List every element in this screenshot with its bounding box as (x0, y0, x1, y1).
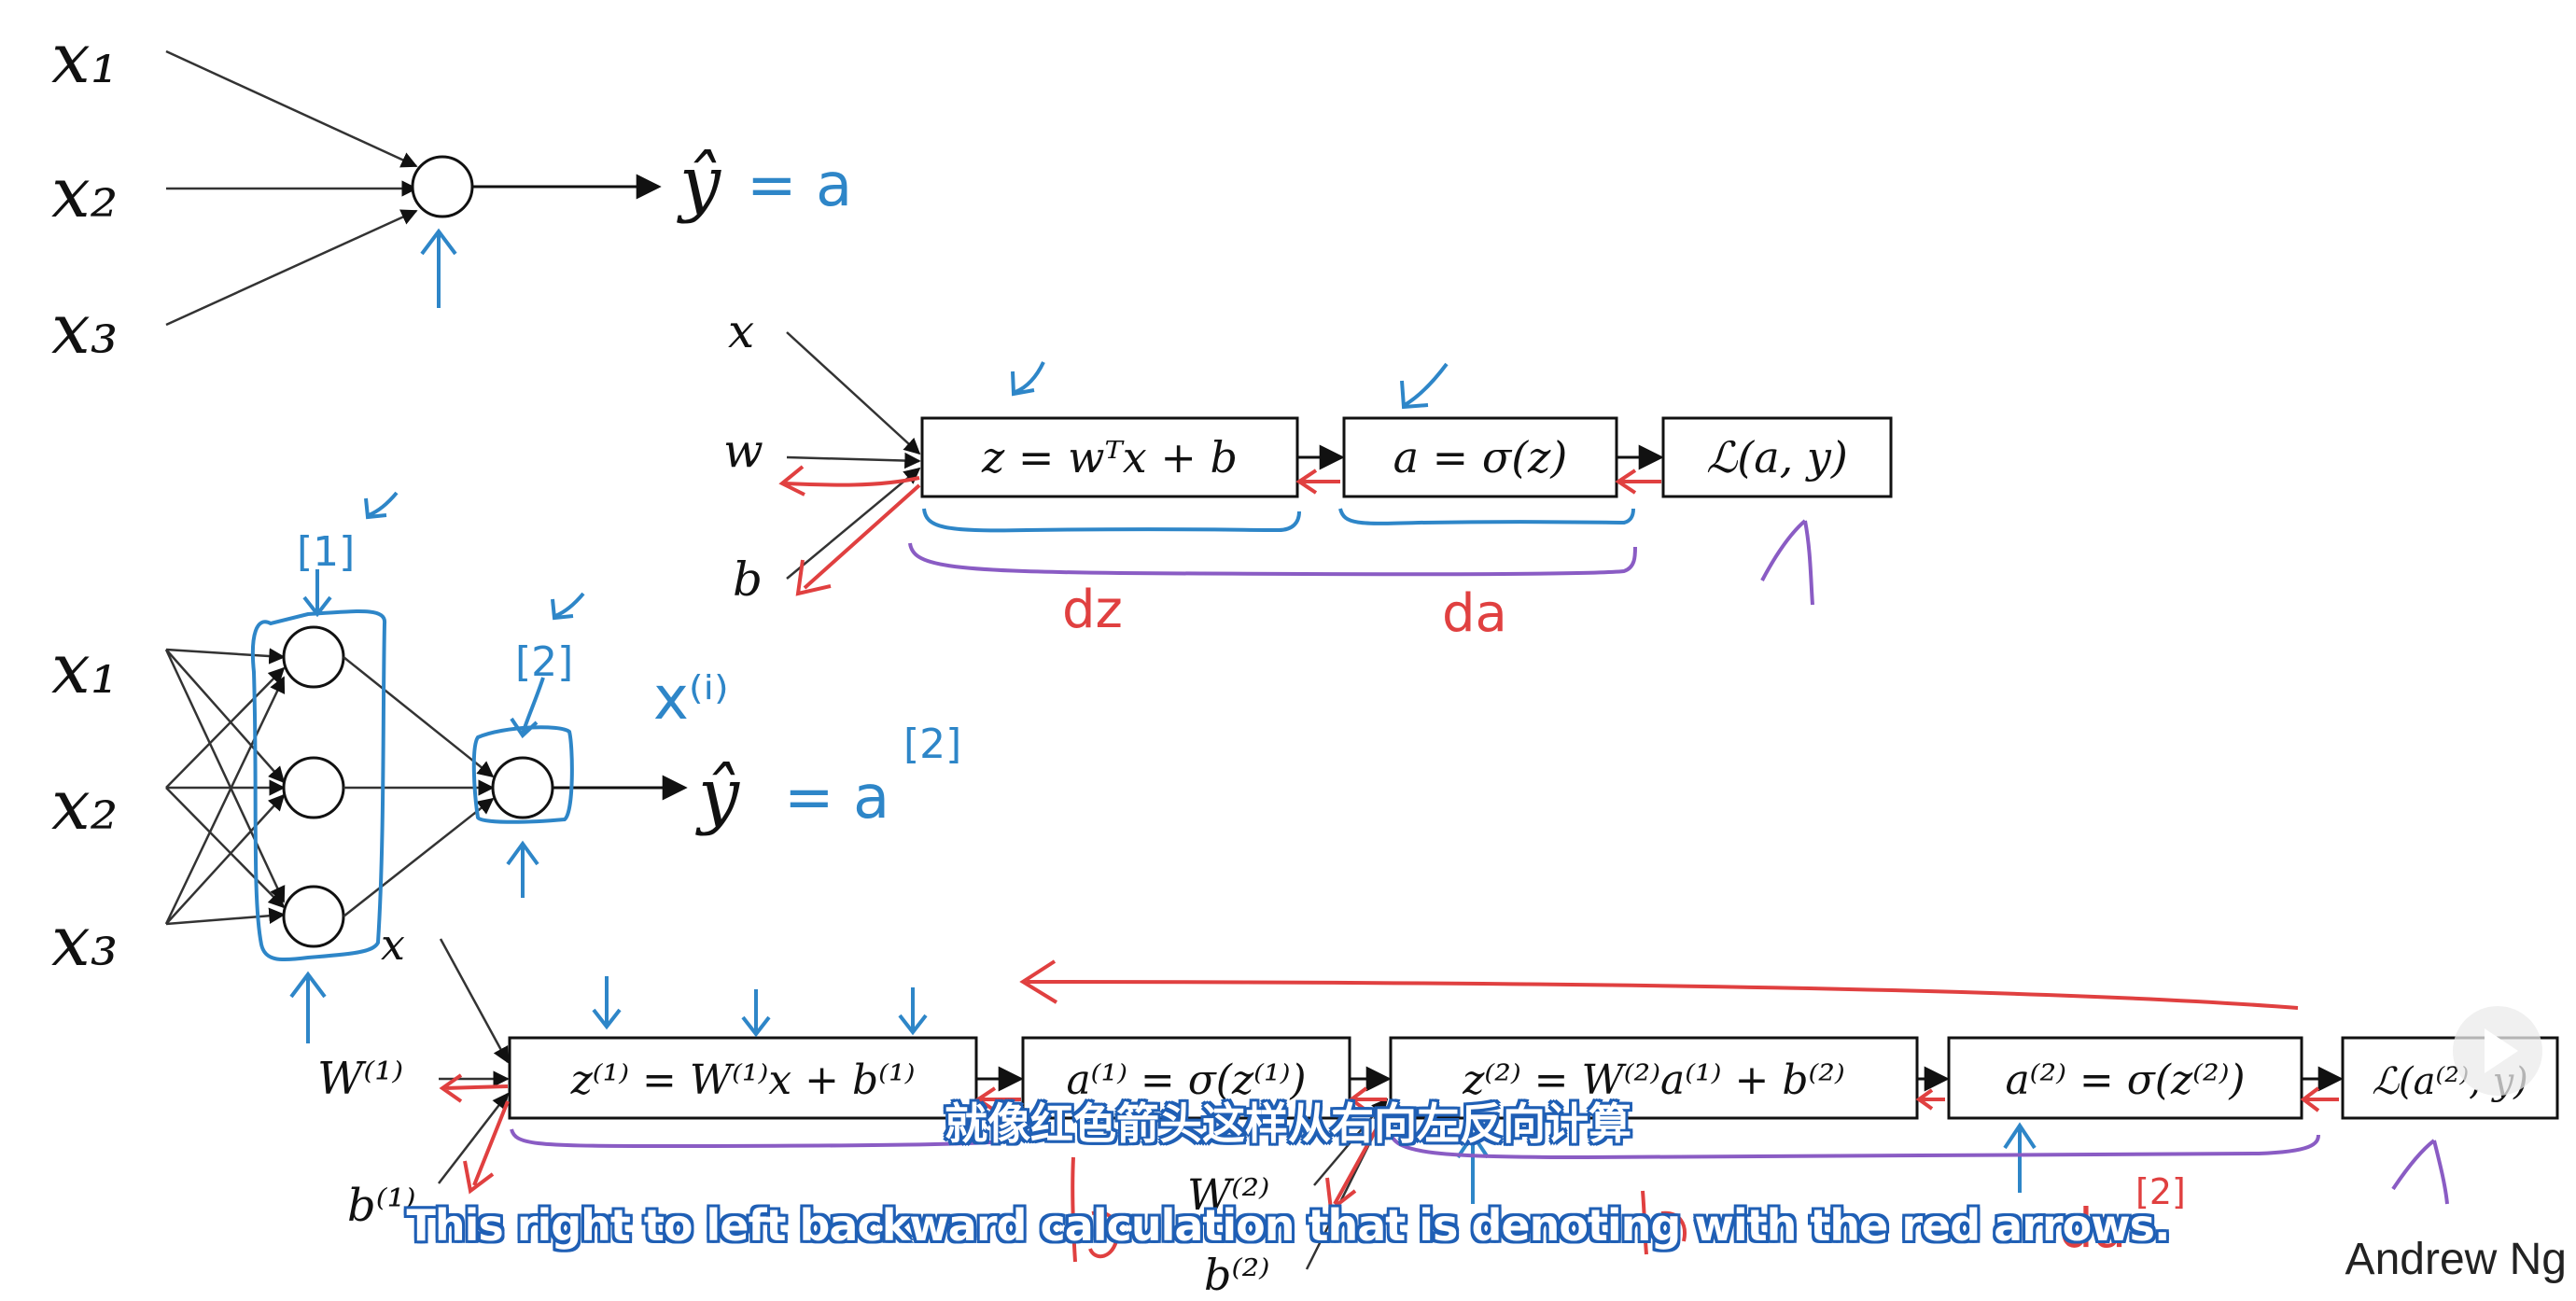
play-overlay-button[interactable] (2453, 1006, 2542, 1096)
bottom-input-x3: x₃ (51, 902, 118, 982)
hidden-neuron-3 (282, 885, 345, 948)
bottom-graph-input-b2: b⁽²⁾ (1204, 1250, 1269, 1300)
top-graph-edge-b (786, 467, 921, 580)
bottom-box-a2-label: a⁽²⁾ = σ(z⁽²⁾) (2005, 1056, 2245, 1104)
layer1-blue-tick (364, 491, 399, 520)
layer1-blue-outline (250, 609, 386, 962)
bottom-purple-brace-right (1389, 1132, 2320, 1160)
bottom-purple-brace-left (510, 1128, 1018, 1149)
play-icon (2485, 1028, 2518, 1073)
bottom-box-a1-label: a⁽¹⁾ = σ(z⁽¹⁾) (1066, 1056, 1306, 1104)
bottom-hidden-edges (343, 656, 495, 917)
bottom-blue-up-z2 (1456, 1131, 1490, 1204)
top-graph-input-x: x (728, 304, 754, 358)
bottom-red-back-a1z2 (1348, 1086, 1387, 1112)
bottom-graph-edge-x (439, 938, 510, 1064)
top-input-x2: x₂ (51, 153, 118, 233)
author-credit: Andrew Ng (2345, 1235, 2567, 1284)
layer1-annotation: [1] (297, 528, 355, 576)
bottom-graph-edge-b1 (438, 1092, 510, 1184)
bottom-red-back-z1a1 (974, 1086, 1021, 1112)
bottom-output-annotation: = a (784, 763, 889, 832)
top-graph-edge-w (786, 452, 921, 469)
bottom-box-z2 (1389, 1036, 1919, 1120)
top-input-x1: x₁ (51, 19, 118, 99)
top-purple-brace (908, 542, 1637, 577)
bottom-red-back-a2L (2300, 1086, 2339, 1112)
layer1-blue-up-arrow (289, 971, 327, 1043)
top-output-annotation: = a (747, 151, 852, 220)
bottom-blue-arrow-b1 (898, 987, 928, 1036)
bottom-red-label-superscript: [2] (2135, 1171, 2186, 1212)
bottom-red-back-W2 (1325, 1119, 1383, 1213)
bottom-red-label-da: da (2059, 1196, 2126, 1260)
top-neuron-blue-arrow (420, 228, 457, 308)
bottom-red-back-b1 (463, 1100, 510, 1195)
top-edge-x1 (165, 49, 418, 168)
sample-annotation: x⁽ⁱ⁾ (653, 664, 729, 734)
top-red-back-aL (1615, 469, 1661, 495)
bottom-box-a2 (1947, 1036, 2303, 1120)
top-output-yhat: ŷ (677, 141, 721, 225)
top-box-loss-label: ℒ(a, y) (1706, 432, 1848, 483)
bottom-box-z1-label: z⁽¹⁾ = W⁽¹⁾x + b⁽¹⁾ (570, 1056, 916, 1104)
bottom-input-x1: x₁ (51, 629, 118, 709)
top-blue-tick-z (1011, 361, 1045, 397)
layer2-blue-outline (471, 725, 574, 824)
bottom-blue-arrow-W1 (592, 976, 622, 1030)
top-graph-input-w: w (723, 424, 763, 478)
bottom-box-z2-label: z⁽²⁾ = W⁽²⁾a⁽¹⁾ + b⁽²⁾ (1462, 1056, 1845, 1104)
bottom-graph-input-x: x (381, 919, 405, 970)
top-red-back-za (1295, 469, 1340, 495)
top-box-a (1342, 416, 1618, 498)
top-edge-x3 (165, 209, 418, 327)
bottom-input-x2: x₂ (51, 765, 118, 846)
top-red-back-w (778, 465, 920, 497)
top-network: x₁ x₂ x₃ ŷ = a (51, 19, 852, 370)
top-box-loss (1661, 416, 1893, 498)
layer2-blue-tick (551, 592, 585, 621)
top-box-a-label: a = σ(z) (1393, 432, 1568, 483)
layer2-blue-up-arrow (506, 840, 539, 898)
bottom-graph-input-W1: W⁽¹⁾ (317, 1053, 403, 1105)
top-graph-edge-x (786, 331, 921, 455)
subtitle-english: This right to left backward calculation … (406, 1200, 2170, 1251)
top-blue-tick-a (1400, 362, 1449, 410)
bottom-red-scribble-left (1071, 1156, 1119, 1263)
top-box-z (920, 416, 1299, 498)
bottom-output-superscript: [2] (903, 720, 961, 768)
bottom-red-long-back-arrow (1019, 959, 2299, 1010)
bottom-output-yhat: ŷ (695, 753, 740, 837)
bottom-blue-up-a2 (2003, 1122, 2037, 1193)
bottom-purple-up-loss (2391, 1139, 2449, 1205)
bottom-graph-input-b1: b⁽¹⁾ (347, 1180, 416, 1232)
top-blue-brace-da (1338, 508, 1635, 525)
bottom-blue-arrow-x (741, 989, 771, 1038)
layer2-blue-down-arrow (510, 677, 545, 739)
top-box-z-label: z = wᵀx + b (981, 432, 1238, 483)
top-graph: x w b z = wᵀx + b a = σ(z) ℒ(a, y) dz da (723, 304, 1893, 644)
top-input-x3: x₃ (51, 289, 118, 370)
top-blue-arrow-loss (1760, 519, 1814, 606)
bottom-graph: x W⁽¹⁾ b⁽¹⁾ z⁽¹⁾ = W⁽¹⁾x + b⁽¹⁾ a⁽¹⁾ = σ… (317, 919, 2559, 1300)
bottom-red-back-z2a2 (1915, 1088, 1945, 1111)
hidden-neuron-2 (282, 756, 345, 819)
top-red-back-b (795, 483, 921, 596)
subtitle-chinese: 就像红色箭头这样从右向左反向计算 (945, 1098, 1631, 1149)
bottom-red-scribble-mid (1641, 1190, 1687, 1255)
bottom-input-edges (164, 648, 286, 926)
bottom-red-back-W1 (439, 1073, 509, 1103)
layer1-blue-down-arrow (302, 569, 332, 618)
top-label-da: da (1442, 583, 1507, 644)
top-label-dz: dz (1062, 580, 1123, 640)
top-graph-input-b: b (733, 553, 763, 607)
top-blue-brace-dz (922, 508, 1301, 533)
hidden-neuron-1 (282, 625, 345, 689)
output-neuron (491, 756, 554, 819)
top-neuron (411, 155, 474, 218)
bottom-network: x₁ x₂ x₃ ŷ = a [2] [1] (51, 491, 961, 1043)
bottom-graph-input-W2: W⁽²⁾ (1187, 1169, 1269, 1220)
